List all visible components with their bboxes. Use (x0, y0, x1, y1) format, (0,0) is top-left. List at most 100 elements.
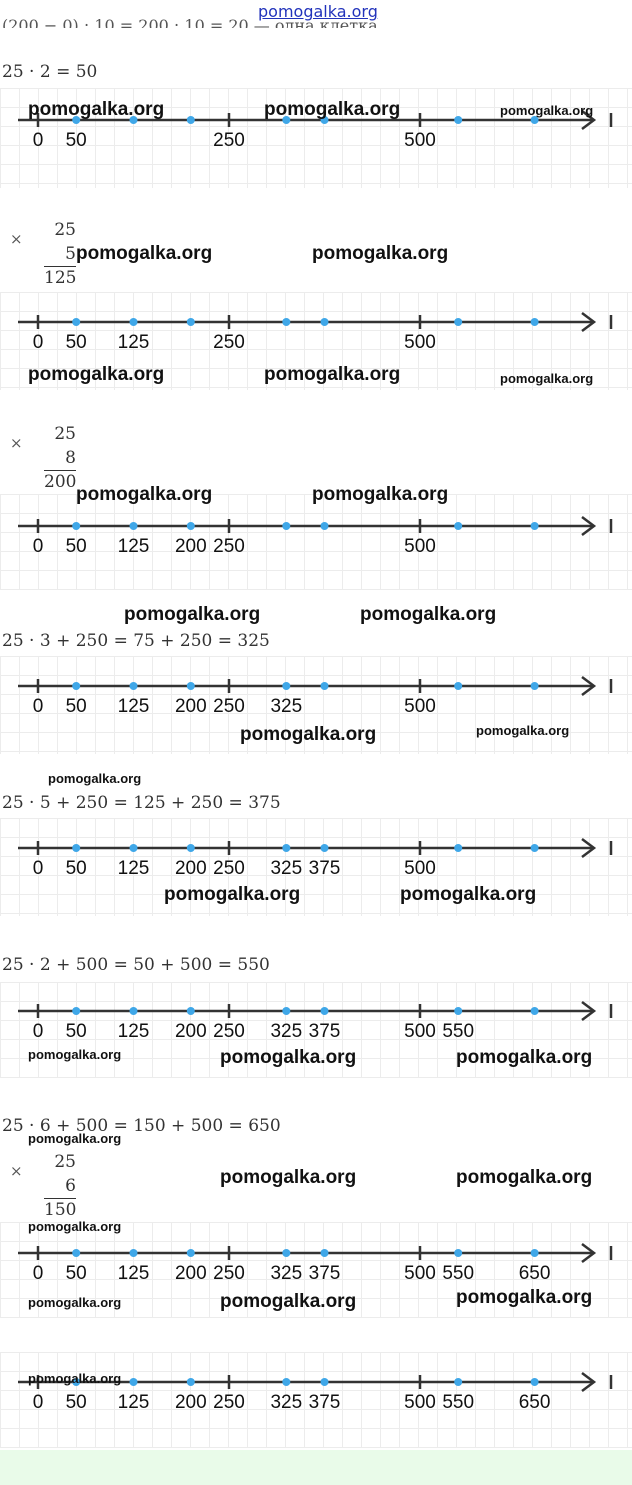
label-650: 650 (518, 1392, 551, 1413)
number-line-7: 0 50 125 200 250 325 375 500 550 650 (0, 1243, 632, 1284)
watermark: pomogalka.org (476, 723, 570, 738)
formula-1: 25 · 2 = 50 (2, 62, 98, 82)
arrow-head-icon (581, 1372, 597, 1392)
label-200: 200 (174, 1392, 207, 1413)
point-50 (72, 1007, 81, 1015)
watermark: pomogalka.org (456, 1047, 593, 1068)
arrow-head-icon (581, 110, 597, 130)
point-50 (72, 1249, 81, 1257)
label-500: 500 (404, 332, 436, 353)
point-650 (530, 318, 539, 326)
point-50 (72, 318, 81, 326)
point-325 (282, 318, 291, 326)
number-line-svg (18, 1243, 613, 1263)
mult-operand-a: 25 (54, 424, 76, 444)
point-650 (530, 844, 539, 852)
label-500: 500 (404, 130, 436, 151)
point-125 (129, 844, 138, 852)
point-650 (530, 1249, 539, 1257)
label-50: 50 (65, 130, 87, 151)
label-50: 50 (65, 696, 87, 717)
label-500: 500 (404, 858, 436, 879)
label-325: 325 (270, 1263, 303, 1284)
point-325 (282, 844, 291, 852)
label-50: 50 (65, 536, 87, 557)
point-375 (320, 522, 329, 530)
label-375: 375 (308, 1263, 341, 1284)
footer-bar (0, 1450, 632, 1485)
point-50 (72, 682, 81, 690)
point-325 (282, 1007, 291, 1015)
point-200 (186, 318, 195, 326)
watermark: pomogalka.org (28, 1371, 122, 1386)
label-200: 200 (174, 1263, 207, 1284)
arrow-head-icon (581, 676, 597, 696)
grid-panel-5 (0, 818, 632, 916)
point-375 (320, 1249, 329, 1257)
point-125 (129, 682, 138, 690)
watermark: pomogalka.org (28, 1131, 122, 1146)
label-125: 125 (117, 696, 150, 717)
number-line-5: 0 50 125 200 250 325 375 500 (0, 838, 632, 879)
multiplication-3: × 25 8 200 (10, 424, 76, 494)
number-line-1: 0 50 250 500 (0, 110, 632, 151)
label-50: 50 (65, 332, 87, 353)
point-50 (72, 522, 81, 530)
mult-operand-a: 25 (54, 220, 76, 240)
point-200 (186, 682, 195, 690)
label-125: 125 (117, 1021, 150, 1042)
point-550 (454, 682, 463, 690)
formula-7: 25 · 6 + 500 = 150 + 500 = 650 (2, 1116, 281, 1136)
site-link[interactable]: pomogalka.org (258, 2, 378, 21)
arrow-head-icon (581, 838, 597, 858)
number-line-2: 0 50 125 250 500 (0, 312, 632, 353)
label-0: 0 (32, 1392, 44, 1413)
grid-panel-7 (0, 1222, 632, 1318)
point-550 (454, 1007, 463, 1015)
header-partial-text: (200 − 0) : 10 = 200 : 10 = 20 — одна кл… (2, 16, 383, 28)
number-line-3: 0 50 125 200 250 500 (0, 516, 632, 557)
watermark: pomogalka.org (220, 1047, 357, 1068)
label-550: 550 (442, 1021, 475, 1042)
number-line-svg (18, 312, 613, 332)
label-250: 250 (213, 332, 245, 353)
point-650 (530, 522, 539, 530)
point-125 (129, 522, 138, 530)
watermark: pomogalka.org (164, 884, 301, 905)
point-650 (530, 1007, 539, 1015)
label-50: 50 (65, 1021, 87, 1042)
label-200: 200 (174, 858, 207, 879)
mult-operand-b: 6 (65, 1176, 76, 1196)
point-550 (454, 844, 463, 852)
watermark: pomogalka.org (76, 243, 213, 264)
watermark: pomogalka.org (28, 1295, 122, 1310)
point-550 (454, 116, 463, 124)
label-0: 0 (32, 696, 44, 717)
point-375 (320, 116, 329, 124)
grid-panel-1 (0, 88, 632, 188)
multiplication-2: × 25 5 125 (10, 220, 76, 290)
point-375 (320, 318, 329, 326)
label-250: 250 (213, 1392, 245, 1413)
label-125: 125 (117, 1263, 150, 1284)
label-0: 0 (32, 332, 44, 353)
watermark: pomogalka.org (48, 771, 142, 786)
arrow-head-icon (581, 1243, 597, 1263)
label-375: 375 (308, 1021, 341, 1042)
point-200 (186, 844, 195, 852)
label-0: 0 (32, 1021, 44, 1042)
label-125: 125 (117, 332, 150, 353)
number-line-svg (18, 1001, 613, 1021)
label-550: 550 (442, 1392, 475, 1413)
point-375 (320, 1378, 329, 1386)
label-200: 200 (174, 536, 207, 557)
point-125 (129, 318, 138, 326)
point-50 (72, 1378, 81, 1386)
label-0: 0 (32, 536, 44, 557)
watermark: pomogalka.org (264, 364, 401, 385)
label-375: 375 (308, 1392, 341, 1413)
label-325: 325 (270, 1392, 303, 1413)
point-325 (282, 116, 291, 124)
times-sign: × (10, 230, 23, 248)
